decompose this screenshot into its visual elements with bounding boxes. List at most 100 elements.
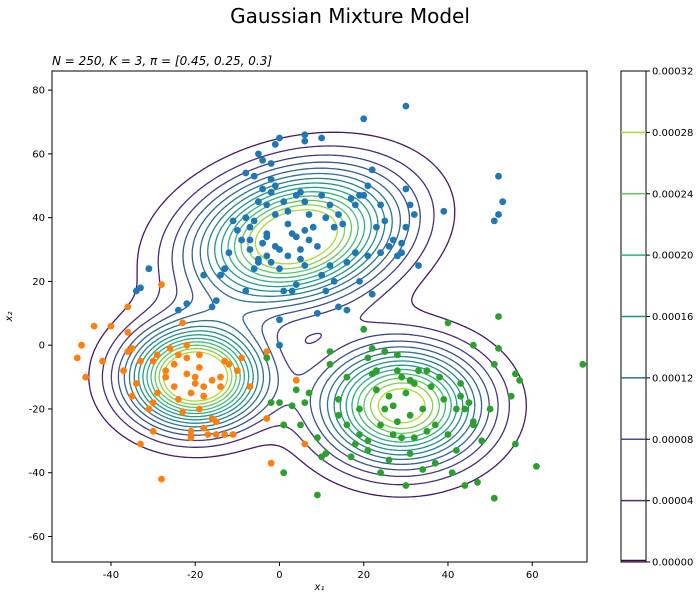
y-tick-label: 0 xyxy=(39,341,45,352)
point-c1-49 xyxy=(347,195,355,202)
point-c1-115 xyxy=(284,220,292,228)
point-c3-81 xyxy=(385,456,393,464)
point-c1-105 xyxy=(301,227,309,234)
point-c1-35 xyxy=(284,252,292,260)
point-c3-38 xyxy=(398,373,405,381)
point-c3-21 xyxy=(356,431,363,438)
contour-level-9 xyxy=(142,186,458,447)
point-c1-79 xyxy=(271,140,279,148)
x-tick-label: 60 xyxy=(526,570,539,581)
point-c1-94 xyxy=(229,217,237,225)
point-c3-66 xyxy=(474,478,481,486)
y-tick-label: -60 xyxy=(29,532,45,543)
point-c1-100 xyxy=(356,278,363,285)
y-tick-label: -20 xyxy=(29,404,45,415)
point-c1-12 xyxy=(246,246,254,253)
point-c2-15 xyxy=(145,405,153,413)
point-c1-45 xyxy=(326,201,334,209)
x-tick-label: 0 xyxy=(276,570,282,581)
point-c3-3 xyxy=(276,399,283,406)
point-c3-62 xyxy=(465,399,473,406)
point-c1-6 xyxy=(208,303,216,311)
point-c1-85 xyxy=(250,172,258,180)
x-tick-label: 20 xyxy=(357,570,370,581)
point-c3-44 xyxy=(410,380,418,387)
point-c1-86 xyxy=(259,185,266,193)
point-c2-23 xyxy=(166,345,174,352)
point-c1-76 xyxy=(255,150,262,158)
point-c2-45 xyxy=(217,383,224,390)
point-c1-78 xyxy=(267,160,275,167)
point-c1-114 xyxy=(263,233,271,241)
point-c2-51 xyxy=(238,354,246,362)
point-c3-68 xyxy=(486,405,494,413)
colorbar-tick-label: 0.00032 xyxy=(652,67,693,78)
point-c3-79 xyxy=(364,437,372,445)
y-axis-ticks: -60 -40 -20 0 20 40 60 80 xyxy=(29,86,52,543)
point-c1-69 xyxy=(402,102,410,110)
point-c3-55 xyxy=(444,319,452,327)
point-c3-56 xyxy=(448,469,456,477)
point-c2-35 xyxy=(191,380,199,387)
point-c2-60 xyxy=(179,319,187,327)
point-c1-68 xyxy=(415,262,422,269)
point-c2-41 xyxy=(208,376,216,384)
point-c2-16 xyxy=(149,399,157,406)
point-c3-43 xyxy=(406,411,414,419)
point-c3-80 xyxy=(343,373,351,381)
point-c3-46 xyxy=(415,367,422,375)
point-c1-44 xyxy=(318,191,325,199)
point-c3-24 xyxy=(364,447,372,454)
point-c2-20 xyxy=(158,281,165,288)
point-c1-8 xyxy=(221,265,229,273)
point-c1-59 xyxy=(385,243,393,250)
point-c3-5 xyxy=(280,469,288,477)
point-c1-112 xyxy=(351,249,359,257)
point-c1-55 xyxy=(377,201,384,209)
colorbar-tick-label: 0.00020 xyxy=(652,251,693,262)
point-c2-29 xyxy=(183,370,191,378)
point-c2-13 xyxy=(137,440,144,448)
point-c3-54 xyxy=(444,431,452,438)
density-contours xyxy=(88,131,527,498)
point-c3-59 xyxy=(457,392,464,400)
point-c2-52 xyxy=(246,383,254,390)
point-c3-15 xyxy=(326,360,334,368)
point-c1-87 xyxy=(267,176,275,183)
point-c2-36 xyxy=(196,364,203,371)
point-c1-95 xyxy=(276,316,283,324)
point-c3-29 xyxy=(377,469,384,477)
point-c2-27 xyxy=(179,408,187,416)
figure-title: Gaussian Mixture Model xyxy=(230,4,470,28)
point-c3-4 xyxy=(280,421,288,429)
colorbar: 0.00000 0.00004 0.00008 0.00012 0.00016 0.000… xyxy=(620,67,693,569)
point-c2-50 xyxy=(234,367,241,375)
point-c1-27 xyxy=(263,201,271,209)
point-c2-47 xyxy=(221,431,229,438)
point-c3-11 xyxy=(314,434,321,442)
point-c2-37 xyxy=(196,351,203,359)
y-tick-label: -40 xyxy=(29,468,45,479)
point-c1-18 xyxy=(250,265,258,273)
point-c3-88 xyxy=(394,351,401,359)
point-c2-34 xyxy=(191,373,199,381)
point-c3-41 xyxy=(402,389,410,397)
y-tick-label: 80 xyxy=(32,86,45,97)
point-c1-41 xyxy=(305,236,313,244)
point-c3-35 xyxy=(389,431,397,438)
point-c2-28 xyxy=(183,354,191,362)
point-c1-25 xyxy=(276,246,283,253)
point-c3-83 xyxy=(406,450,414,457)
point-c3-22 xyxy=(360,325,368,333)
point-c1-20 xyxy=(259,239,266,247)
point-c1-64 xyxy=(402,223,410,231)
point-c2-2 xyxy=(78,341,85,349)
colorbar-tick-label: 0.00024 xyxy=(652,189,693,200)
point-c2-38 xyxy=(200,392,208,400)
point-c3-77 xyxy=(533,463,540,470)
point-c3-18 xyxy=(343,421,351,429)
x-axis-label: x₁ xyxy=(314,582,325,593)
point-c3-28 xyxy=(373,386,380,394)
point-c1-108 xyxy=(255,255,262,263)
point-c3-45 xyxy=(410,434,418,442)
